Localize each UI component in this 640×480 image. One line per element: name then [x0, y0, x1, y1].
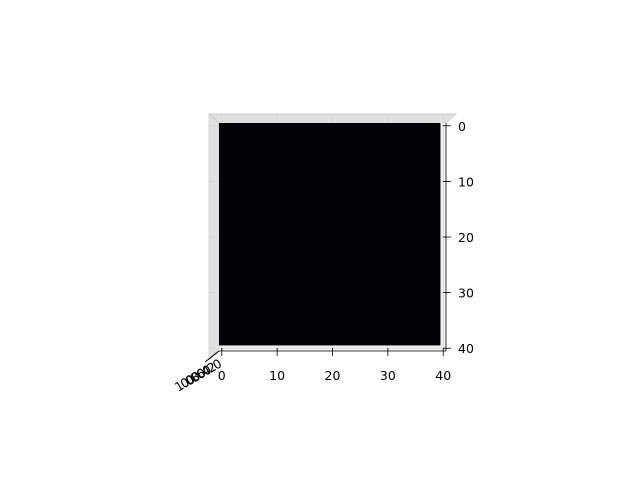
y-tick-label: 30	[458, 286, 474, 301]
y-tick-label: 40	[458, 341, 474, 356]
x-tick-label: 10	[269, 368, 285, 383]
z-axis: 0.00.20.40.60.81.0	[172, 350, 224, 395]
left-back-pane	[208, 113, 220, 360]
x-tick-label: 20	[325, 368, 341, 383]
x-axis: 0 10 20 30 40	[218, 348, 451, 383]
back-panes	[207, 113, 458, 360]
x-tick-label: 30	[380, 368, 396, 383]
y-tick-label: 10	[458, 174, 474, 189]
y-axis: 0 10 20 30 40	[443, 119, 474, 356]
heatmap-image	[219, 123, 441, 346]
y-tick-label: 0	[458, 119, 466, 134]
z-tick	[214, 350, 220, 355]
x-tick-label: 0	[218, 368, 226, 383]
x-tick-label: 40	[435, 368, 451, 383]
y-tick-label: 20	[458, 230, 474, 245]
